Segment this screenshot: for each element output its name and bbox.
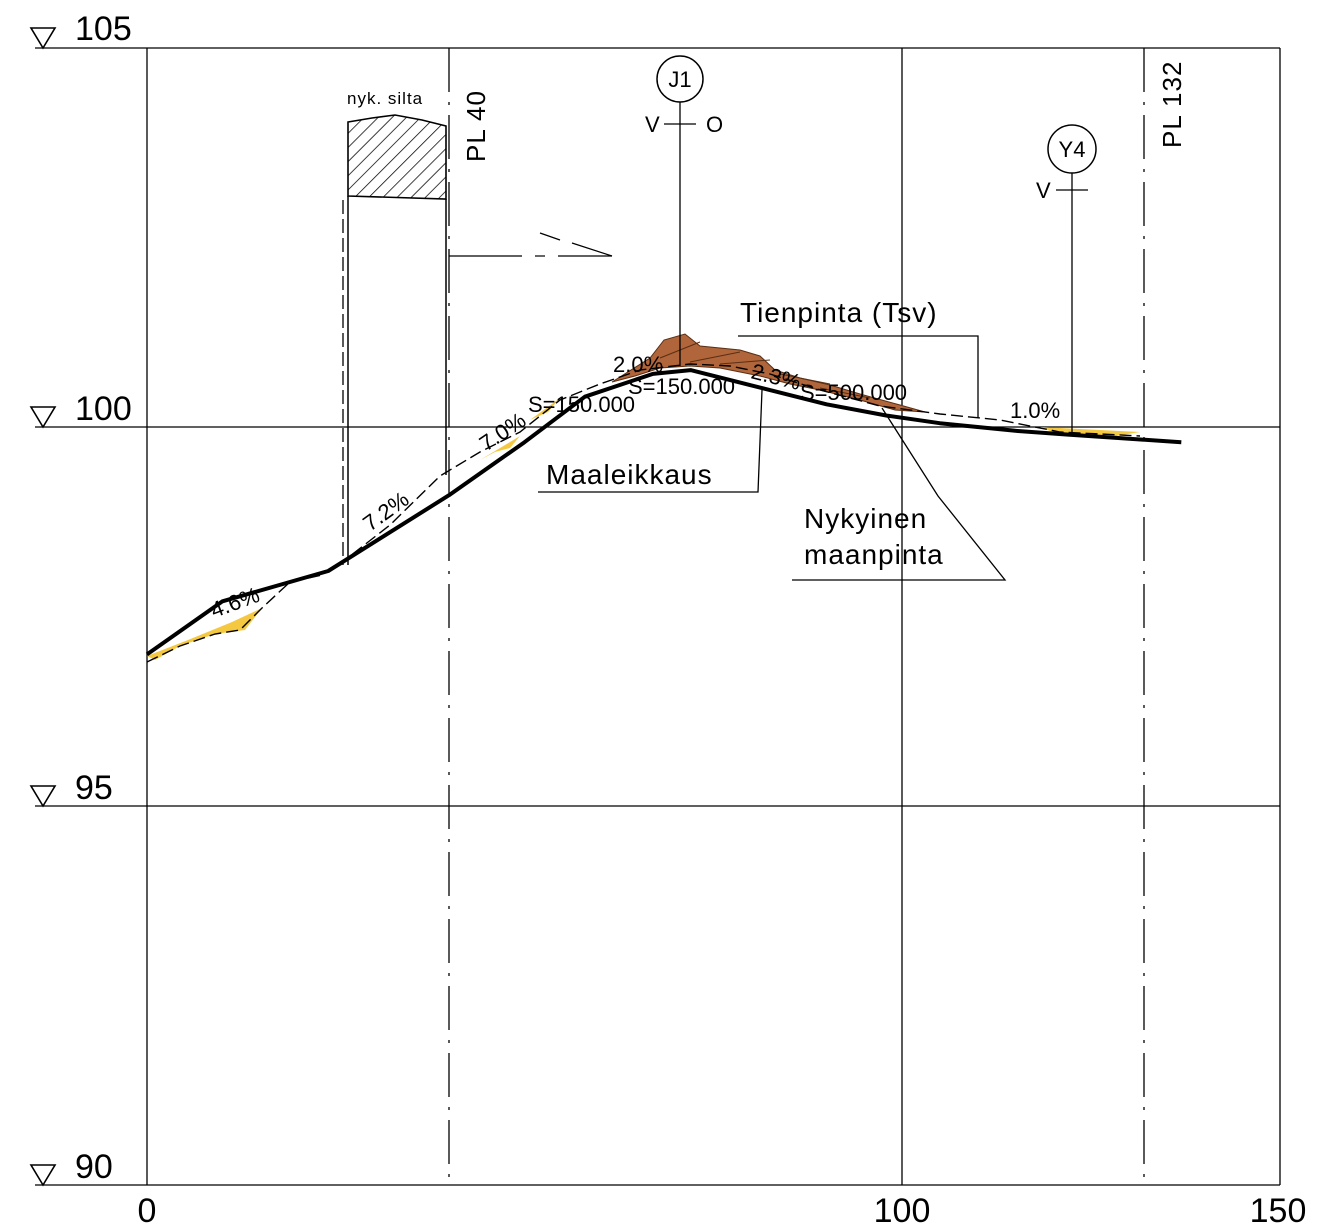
- elev-triangle-90: [29, 1164, 57, 1187]
- marker-j1: J1 V O: [645, 55, 723, 366]
- marker-y4-left: V: [1036, 178, 1051, 203]
- x-tick-150: 150: [1250, 1192, 1307, 1230]
- fill-area-2: [480, 436, 520, 460]
- fill-area-left: [147, 608, 262, 660]
- existing-bridge: nyk. silta: [342, 89, 447, 565]
- curve-2: S=150.000: [628, 374, 735, 399]
- curve-3: S=500.000: [800, 380, 907, 405]
- station-pl132: PL 132: [1157, 61, 1187, 148]
- elev-label-90: 90: [75, 1148, 113, 1186]
- marker-j1-label: J1: [668, 67, 691, 92]
- elev-triangle-100: [29, 406, 57, 429]
- marker-j1-right: O: [706, 112, 723, 137]
- grade-6: 1.0%: [1010, 398, 1060, 423]
- label-existing-ground-1: Nykyinen: [804, 503, 927, 534]
- elev-triangle-105: [29, 27, 57, 50]
- elev-triangle-95: [29, 785, 57, 808]
- grade-4: 2.0%: [613, 352, 663, 377]
- callouts: Tienpinta (Tsv) Maaleikkaus Nykyinen maa…: [538, 297, 1007, 581]
- elev-label-95: 95: [75, 769, 113, 807]
- grade-5: 2.3%: [749, 359, 804, 395]
- existing-ground-line: [146, 363, 1141, 663]
- marker-y4: Y4 V: [1036, 124, 1097, 432]
- road-surface-line: [145, 368, 1182, 657]
- fill-areas: [147, 398, 1140, 660]
- fill-area-3: [530, 398, 560, 420]
- elev-label-105: 105: [75, 10, 132, 48]
- curve-1: S=150.000: [528, 392, 635, 417]
- label-cut: Maaleikkaus: [546, 459, 713, 490]
- bridge-label: nyk. silta: [347, 89, 423, 108]
- label-road-surface: Tienpinta (Tsv): [740, 297, 938, 328]
- grid: [35, 47, 1281, 1186]
- x-ticks: 0 100 150: [138, 1192, 1307, 1230]
- bridge-deck: [347, 114, 447, 200]
- label-existing-ground-2: maanpinta: [804, 539, 944, 570]
- cut-area-main: [611, 333, 926, 413]
- sight-line: [449, 232, 613, 257]
- x-tick-0: 0: [138, 1192, 157, 1230]
- marker-j1-left: V: [645, 112, 660, 137]
- marker-y4-label: Y4: [1059, 137, 1086, 162]
- elev-label-100: 100: [75, 390, 132, 428]
- x-tick-100: 100: [874, 1192, 931, 1230]
- station-pl40: PL 40: [461, 90, 491, 162]
- curve-annotations: S=150.000 S=150.000 S=500.000: [528, 374, 907, 417]
- elevation-marks: 105 100 95 90: [29, 10, 132, 1187]
